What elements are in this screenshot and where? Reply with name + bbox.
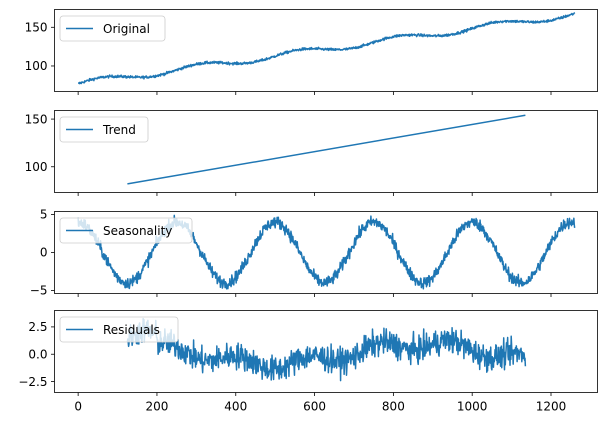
x-tick-labels: 0 200 400 600 800 1000 1200: [74, 400, 566, 414]
y-tick: −5: [30, 284, 55, 298]
residuals-x-tick-marks: [77, 392, 552, 396]
y-tick-label: 100: [25, 59, 48, 73]
seasonality-x-tick-marks: [77, 293, 552, 297]
y-tick-label: 150: [25, 20, 48, 34]
legend-box: [59, 316, 179, 343]
original-panel: 100 150 Original: [25, 9, 598, 95]
x-tick-label: 600: [303, 400, 326, 414]
y-tick: 150: [25, 112, 55, 126]
seasonality-legend: Seasonality: [59, 217, 193, 244]
y-tick: 0: [40, 246, 55, 260]
y-tick-label: 0.0: [28, 347, 47, 361]
original-axes-frame: [54, 9, 598, 92]
legend-label-seasonality: Seasonality: [103, 224, 172, 238]
residuals-axes-frame: [54, 310, 598, 393]
legend-label-residuals: Residuals: [103, 323, 160, 337]
trend-line: [127, 114, 526, 185]
x-tick-label: 400: [224, 400, 247, 414]
trend-axes-frame: [54, 110, 598, 193]
trend-legend: Trend: [59, 116, 149, 143]
y-tick: 5: [40, 208, 55, 222]
y-tick: 100: [25, 59, 55, 73]
residuals-line: [126, 317, 527, 382]
y-tick-label: 2.5: [28, 320, 47, 334]
legend-box: [59, 116, 149, 143]
legend-label-original: Original: [103, 22, 150, 36]
y-tick: 100: [25, 160, 55, 174]
residuals-panel: −2.5 0.0 2.5 0 200 400 600 800 1000 1200…: [18, 310, 598, 414]
trend-x-tick-marks: [77, 192, 552, 196]
legend-label-trend: Trend: [102, 123, 136, 137]
y-tick: 2.5: [28, 320, 55, 334]
y-tick: 0.0: [28, 347, 55, 361]
x-tick-label: 200: [145, 400, 168, 414]
y-tick-label: 150: [25, 112, 48, 126]
x-tick-label: 1200: [536, 400, 567, 414]
trend-series-line: [127, 114, 526, 185]
x-tick-label: 1000: [457, 400, 488, 414]
x-tick-label: 0: [74, 400, 82, 414]
original-line: [77, 12, 576, 85]
legend-box: [59, 15, 166, 42]
y-tick: 150: [25, 20, 55, 34]
residuals-y-ticks: −2.5 0.0 2.5: [18, 320, 55, 389]
y-tick-label: 5: [40, 208, 48, 222]
y-tick-label: 100: [25, 160, 48, 174]
seasonality-panel: −5 0 5 Seasonality: [30, 208, 598, 298]
residuals-series-line: [126, 317, 527, 382]
original-y-ticks: 100 150: [25, 20, 55, 73]
trend-y-ticks: 100 150: [25, 112, 55, 174]
y-tick-label: 0: [40, 246, 48, 260]
original-x-tick-marks: [77, 91, 552, 95]
y-tick-label: −5: [30, 284, 48, 298]
residuals-legend: Residuals: [59, 316, 179, 343]
seasonality-y-ticks: −5 0 5: [30, 208, 55, 298]
trend-panel: 100 150 Trend: [25, 110, 598, 196]
y-tick: −2.5: [18, 375, 55, 389]
x-tick-label: 800: [382, 400, 405, 414]
original-legend: Original: [59, 15, 166, 42]
original-series-line: [77, 12, 576, 85]
y-tick-label: −2.5: [18, 375, 47, 389]
legend-box: [59, 217, 193, 244]
